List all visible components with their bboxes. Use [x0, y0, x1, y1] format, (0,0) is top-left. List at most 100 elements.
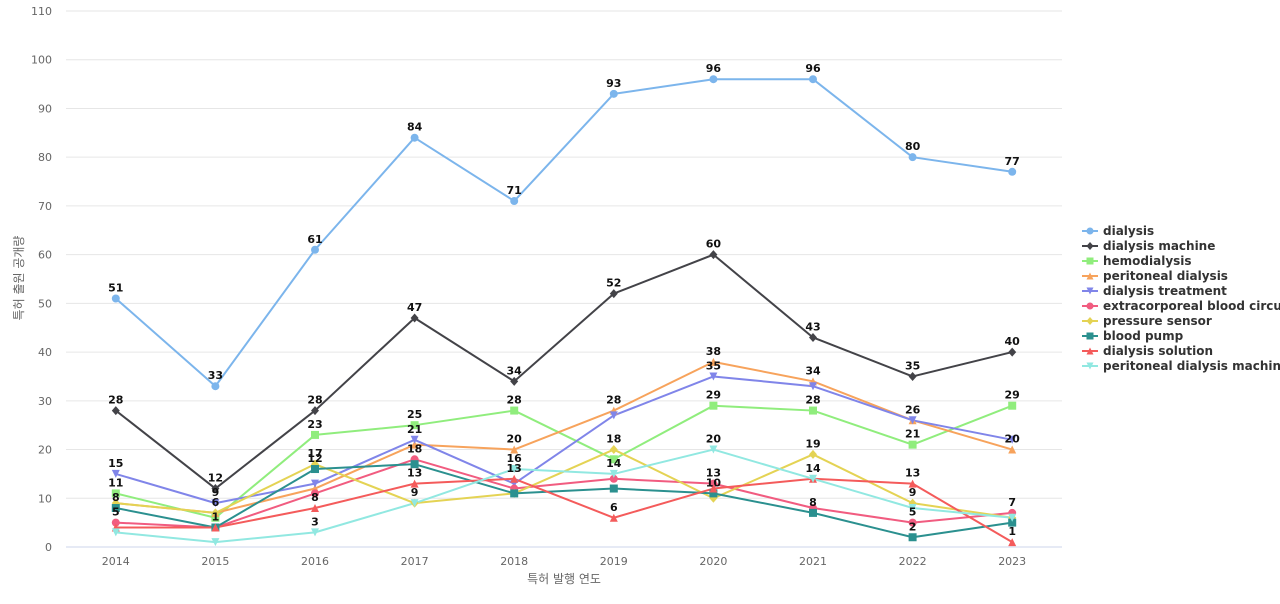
x-axis-title: 특허 발행 연도	[527, 571, 601, 586]
data-point	[1008, 513, 1017, 522]
data-point	[410, 133, 419, 142]
legend-item[interactable]: dialysis	[1082, 224, 1154, 238]
data-label: 47	[407, 301, 422, 314]
legend-item[interactable]: hemodialysis	[1082, 254, 1192, 268]
data-point	[510, 489, 519, 498]
data-label: 84	[407, 121, 423, 134]
data-point	[709, 484, 718, 493]
data-label: 18	[407, 442, 422, 455]
data-point	[410, 440, 419, 449]
data-point	[908, 153, 917, 162]
legend-marker	[1086, 362, 1094, 370]
data-label: 35	[706, 359, 721, 372]
data-label: 23	[307, 418, 322, 431]
legend-label: dialysis solution	[1103, 344, 1213, 358]
data-point	[410, 313, 419, 323]
x-tick-label: 2022	[899, 555, 927, 568]
series-markers	[111, 75, 1017, 547]
data-point	[609, 445, 618, 455]
data-label: 13	[706, 467, 721, 480]
y-axis-title: 특허 출원 공개량	[12, 236, 26, 321]
data-point	[908, 416, 917, 425]
data-label: 14	[606, 457, 622, 470]
data-point	[609, 474, 618, 483]
data-label: 2	[909, 520, 917, 533]
legend-marker	[1086, 227, 1094, 235]
legend-marker	[1086, 347, 1094, 355]
y-tick-label: 70	[38, 200, 52, 213]
y-tick-label: 20	[38, 444, 52, 457]
legend-item[interactable]: peritoneal dialysis machine	[1082, 359, 1280, 373]
data-point	[709, 401, 718, 410]
data-label: 21	[407, 423, 422, 436]
data-label: 9	[411, 486, 419, 499]
data-label: 20	[706, 433, 722, 446]
x-tick-label: 2020	[699, 555, 727, 568]
data-point	[609, 513, 618, 522]
x-axis-ticks: 2014 2015 2016 2017 2018 2019 2020 2021 2022 2023	[102, 555, 1026, 568]
legend-item[interactable]: extracorporeal blood circuit	[1082, 299, 1280, 313]
data-label: 12	[208, 472, 223, 485]
data-point	[311, 430, 319, 439]
data-point	[1008, 401, 1017, 410]
data-label: 40	[1005, 335, 1021, 348]
x-tick-label: 2023	[998, 555, 1026, 568]
data-point	[410, 435, 419, 444]
series-line	[115, 404, 1013, 519]
legend-marker	[1086, 332, 1094, 340]
data-label: 17	[307, 447, 322, 460]
y-tick-label: 0	[45, 541, 52, 554]
series-lines	[115, 78, 1013, 544]
data-point	[211, 499, 220, 508]
series-line	[115, 458, 1013, 529]
legend-item[interactable]: dialysis treatment	[1082, 284, 1227, 298]
data-label: 28	[805, 394, 820, 407]
data-label: 13	[905, 467, 920, 480]
data-label: 19	[805, 437, 820, 450]
x-tick-label: 2021	[799, 555, 827, 568]
data-label: 16	[507, 452, 523, 465]
y-tick-label: 110	[31, 5, 52, 18]
data-point	[510, 197, 519, 206]
data-label: 61	[307, 233, 322, 246]
data-label: 5	[112, 506, 120, 519]
data-point	[1008, 435, 1017, 444]
data-point	[908, 479, 917, 488]
series-line	[115, 477, 1013, 543]
data-label: 12	[307, 452, 322, 465]
legend-item[interactable]: peritoneal dialysis	[1082, 269, 1228, 283]
data-point	[510, 465, 519, 474]
data-label: 13	[407, 467, 422, 480]
data-label: 28	[507, 394, 522, 407]
data-label: 77	[1005, 155, 1020, 168]
legend-marker	[1086, 242, 1094, 250]
data-point	[908, 440, 917, 449]
legend-item[interactable]: dialysis machine	[1082, 239, 1215, 253]
data-label: 6	[610, 501, 618, 514]
legend-item[interactable]: pressure sensor	[1082, 314, 1212, 328]
y-axis-ticks: 0 10 20 30 40 50 60 70 80 90 100 110	[31, 5, 52, 554]
data-label: 25	[407, 408, 422, 421]
y-tick-label: 90	[38, 102, 52, 115]
series-line	[115, 448, 1013, 544]
data-label: 7	[1008, 496, 1016, 509]
legend-marker	[1086, 257, 1094, 265]
data-label: 20	[1005, 433, 1021, 446]
y-tick-label: 40	[38, 346, 52, 359]
data-point	[410, 421, 419, 430]
data-point	[1008, 347, 1017, 357]
data-point	[211, 484, 220, 494]
data-label: 21	[905, 428, 920, 441]
x-tick-label: 2018	[500, 555, 528, 568]
legend-item[interactable]: blood pump	[1082, 329, 1184, 343]
data-label: 80	[905, 140, 921, 153]
x-tick-label: 2019	[600, 555, 628, 568]
legend-item[interactable]: dialysis solution	[1082, 344, 1213, 358]
data-point	[211, 382, 220, 391]
data-label: 5	[909, 506, 917, 519]
data-point	[510, 445, 519, 454]
series-line	[115, 253, 1013, 490]
y-tick-label: 60	[38, 249, 52, 262]
